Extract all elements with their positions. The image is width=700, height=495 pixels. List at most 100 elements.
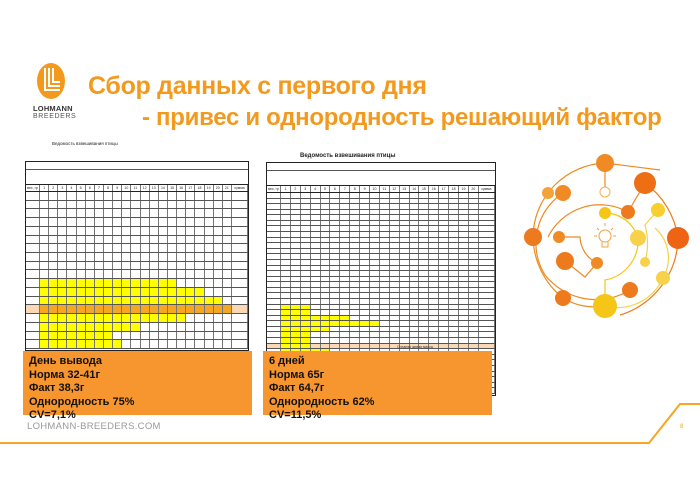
count-cell xyxy=(469,326,479,332)
search-icon xyxy=(640,257,650,267)
website-link[interactable]: LOHMANN-BREEDERS.COM xyxy=(27,421,161,432)
sum-cell xyxy=(479,282,495,287)
weight-cell xyxy=(267,287,281,293)
count-cell xyxy=(340,265,351,271)
table-row xyxy=(26,270,248,280)
count-cell xyxy=(469,265,479,271)
count-cell xyxy=(419,265,430,271)
count-cell xyxy=(439,310,450,315)
count-cell xyxy=(223,287,232,296)
count-cell xyxy=(390,237,400,243)
weight-cell xyxy=(267,265,281,271)
count-cell xyxy=(449,298,460,304)
refresh-icon xyxy=(622,282,638,298)
column-number: 7 xyxy=(95,185,104,191)
table-row xyxy=(267,321,495,327)
count-cell xyxy=(122,296,132,305)
count-cell xyxy=(410,326,420,332)
count-cell xyxy=(340,198,351,204)
count-cell xyxy=(350,232,361,237)
count-cell xyxy=(380,254,390,259)
count-cell xyxy=(77,261,86,270)
count-cell xyxy=(469,343,479,349)
count-cell xyxy=(370,310,380,315)
count-cell xyxy=(58,244,68,253)
sum-cell xyxy=(232,261,248,270)
count-cell xyxy=(301,248,311,254)
count-cell xyxy=(159,270,168,279)
table-row xyxy=(267,338,495,344)
count-cell xyxy=(360,321,371,326)
count-cell xyxy=(290,332,301,338)
count-cell xyxy=(113,235,123,244)
table-row xyxy=(26,218,248,227)
count-cell xyxy=(205,331,214,340)
weight-cell xyxy=(26,209,40,218)
sum-cell xyxy=(479,204,495,209)
count-cell xyxy=(195,331,205,340)
count-cell xyxy=(469,215,479,220)
table-row xyxy=(26,235,248,245)
count-cell xyxy=(85,314,95,322)
table-row xyxy=(267,332,495,339)
monitor-icon xyxy=(651,203,665,217)
count-cell xyxy=(131,226,141,235)
count-cell xyxy=(340,271,351,276)
slide-title-line1: Сбор данных с первого дня xyxy=(88,72,427,100)
count-cell xyxy=(419,254,430,259)
count-cell xyxy=(350,220,361,226)
count-cell xyxy=(360,237,371,243)
count-cell xyxy=(400,298,410,304)
count-cell xyxy=(291,271,301,276)
count-cell xyxy=(214,287,223,296)
count-cell xyxy=(177,322,187,331)
count-cell xyxy=(95,270,104,279)
count-cell xyxy=(301,287,311,293)
count-cell xyxy=(195,244,205,253)
weight-cell xyxy=(267,304,281,310)
count-cell xyxy=(380,338,390,343)
count-cell xyxy=(291,198,301,204)
weight-cell xyxy=(26,305,40,314)
count-cell xyxy=(410,204,420,209)
count-cell xyxy=(86,192,95,200)
weight-cell xyxy=(26,253,40,261)
count-cell xyxy=(419,204,430,209)
count-cell xyxy=(400,332,410,338)
count-cell xyxy=(340,282,351,287)
count-cell xyxy=(223,296,232,305)
count-cell xyxy=(49,322,59,331)
count-cell xyxy=(113,322,123,331)
count-cell xyxy=(86,261,95,270)
count-cell xyxy=(168,270,178,279)
count-cell xyxy=(360,298,371,304)
count-cell xyxy=(113,331,123,340)
count-cell xyxy=(390,310,400,315)
count-cell xyxy=(380,204,390,209)
count-cell xyxy=(141,270,150,279)
count-cell xyxy=(340,287,351,293)
count-cell xyxy=(40,314,50,322)
count-cell xyxy=(186,261,196,270)
count-cell xyxy=(340,237,351,243)
count-cell xyxy=(330,310,341,315)
count-cell xyxy=(330,220,341,226)
column-number-row: вес, гр 1 2 3 4 5 6 7 8 9 10 11 12 13 14 15 16 17 18 19 20 су… xyxy=(267,186,495,193)
count-cell xyxy=(350,254,361,259)
count-cell xyxy=(131,322,141,331)
count-cell xyxy=(350,226,361,232)
count-cell xyxy=(370,304,380,310)
count-cell xyxy=(449,338,460,343)
count-cell xyxy=(469,310,479,315)
count-cell xyxy=(419,287,430,293)
sum-cell xyxy=(232,270,248,279)
count-cell xyxy=(177,340,187,348)
count-cell xyxy=(291,282,301,287)
count-cell xyxy=(168,200,178,209)
count-cell xyxy=(350,343,361,349)
count-cell xyxy=(103,314,114,322)
count-cell xyxy=(330,226,341,232)
count-cell xyxy=(439,254,450,259)
count-cell xyxy=(419,193,430,198)
count-cell xyxy=(370,254,380,259)
